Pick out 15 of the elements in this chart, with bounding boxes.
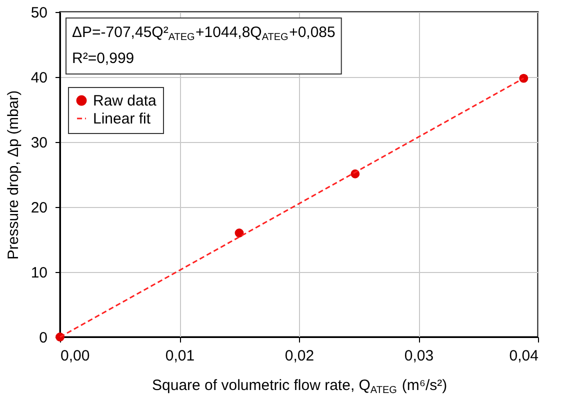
annotation: R²=0,999 (72, 50, 134, 67)
y-axis-title: Pressure drop, Δp (mbar) (4, 90, 22, 260)
y-tick-label: 20 (30, 200, 48, 216)
y-tick-label: 0 (39, 330, 48, 346)
x-tick-label: 0,00 (60, 348, 90, 364)
legend-label: Raw data (93, 92, 158, 110)
x-tick-label: 0,03 (404, 348, 434, 364)
x-tick-label: 0,02 (284, 348, 314, 364)
x-tick-label: 0,04 (509, 348, 538, 364)
y-tick-label: 40 (30, 70, 48, 86)
y-tick-label: 10 (30, 264, 48, 282)
y-tick-label: 30 (30, 134, 48, 152)
x-tick-label: 0,01 (165, 348, 195, 364)
y-tick-label: 50 (30, 4, 48, 22)
legend-label: Linear fit (93, 110, 152, 128)
